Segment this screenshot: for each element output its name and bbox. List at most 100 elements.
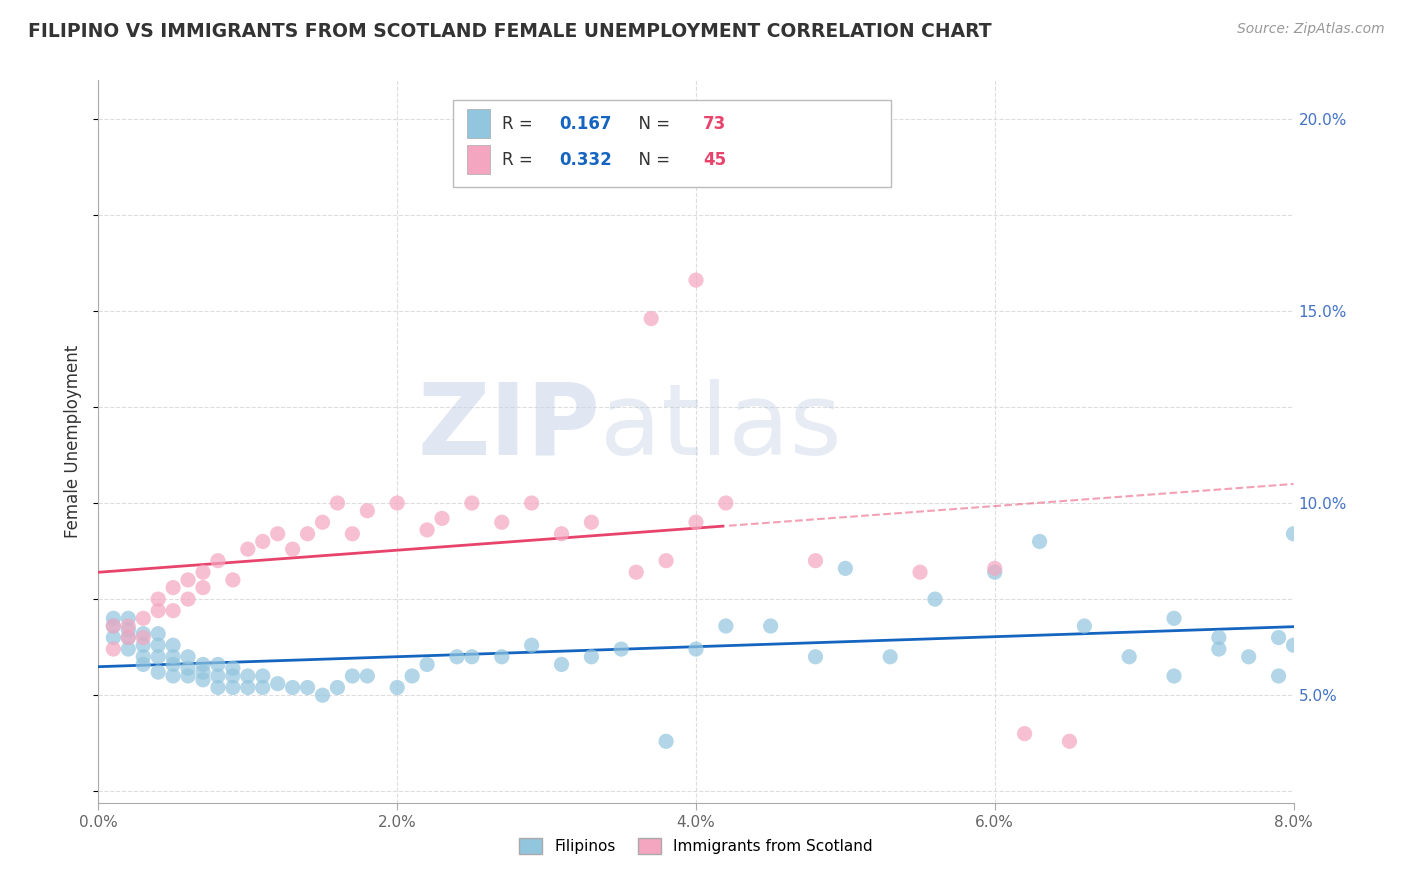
Point xyxy=(267,526,290,541)
Point xyxy=(385,681,409,695)
Point xyxy=(117,631,139,645)
Point xyxy=(207,657,229,672)
Point xyxy=(879,649,901,664)
Point xyxy=(1059,734,1081,748)
Point xyxy=(177,573,200,587)
Point xyxy=(162,581,184,595)
Point xyxy=(162,649,184,664)
Point xyxy=(222,681,245,695)
Point xyxy=(148,649,170,664)
Point xyxy=(804,554,827,568)
Point xyxy=(117,611,139,625)
Point xyxy=(430,511,453,525)
Point xyxy=(520,496,543,510)
Text: 0.167: 0.167 xyxy=(560,115,612,133)
Point xyxy=(162,657,184,672)
Text: ZIP: ZIP xyxy=(418,378,600,475)
Point xyxy=(297,526,319,541)
Point xyxy=(1118,649,1140,664)
Text: R =: R = xyxy=(502,151,538,169)
Point xyxy=(356,504,378,518)
Point xyxy=(103,619,125,633)
Text: Source: ZipAtlas.com: Source: ZipAtlas.com xyxy=(1237,22,1385,37)
Point xyxy=(222,573,245,587)
Point xyxy=(342,669,364,683)
Point xyxy=(117,619,139,633)
Point xyxy=(581,515,603,529)
Point xyxy=(685,642,707,657)
Point xyxy=(714,619,737,633)
Point xyxy=(148,626,170,640)
Point xyxy=(326,681,349,695)
Point xyxy=(162,604,184,618)
Point xyxy=(1028,534,1050,549)
Point xyxy=(401,669,423,683)
Point xyxy=(924,592,946,607)
Point xyxy=(236,681,259,695)
Point xyxy=(236,542,259,557)
Point xyxy=(267,676,290,690)
Point xyxy=(148,638,170,652)
Point xyxy=(103,642,125,657)
Text: 0.332: 0.332 xyxy=(560,151,613,169)
Point xyxy=(685,273,707,287)
Point xyxy=(640,311,662,326)
Point xyxy=(326,496,349,510)
Point xyxy=(132,649,155,664)
Point xyxy=(416,523,439,537)
Y-axis label: Female Unemployment: Female Unemployment xyxy=(65,345,83,538)
Point xyxy=(834,561,856,575)
Point xyxy=(191,581,214,595)
Point xyxy=(984,565,1007,579)
Point xyxy=(1208,642,1230,657)
Point xyxy=(132,638,155,652)
Point xyxy=(162,638,184,652)
Point xyxy=(222,669,245,683)
Point xyxy=(685,515,707,529)
Point xyxy=(1163,669,1185,683)
Legend: Filipinos, Immigrants from Scotland: Filipinos, Immigrants from Scotland xyxy=(513,832,879,860)
Point xyxy=(222,661,245,675)
Point xyxy=(148,665,170,680)
Point xyxy=(491,515,513,529)
Point xyxy=(1282,526,1305,541)
Text: atlas: atlas xyxy=(600,378,842,475)
Text: N =: N = xyxy=(628,115,675,133)
Point xyxy=(177,661,200,675)
Point xyxy=(1208,631,1230,645)
Text: N =: N = xyxy=(628,151,675,169)
Point xyxy=(117,642,139,657)
Point xyxy=(191,673,214,687)
Point xyxy=(1267,631,1289,645)
Point xyxy=(148,604,170,618)
Point xyxy=(759,619,782,633)
Point xyxy=(297,681,319,695)
Bar xyxy=(467,145,491,174)
Point xyxy=(132,631,155,645)
Point xyxy=(177,649,200,664)
Point xyxy=(252,681,274,695)
Text: R =: R = xyxy=(502,115,538,133)
Point xyxy=(342,526,364,541)
Point xyxy=(984,561,1007,575)
Point xyxy=(207,554,229,568)
Point xyxy=(236,669,259,683)
Point xyxy=(461,649,484,664)
Point xyxy=(356,669,378,683)
Point xyxy=(103,619,125,633)
Point xyxy=(177,592,200,607)
Point xyxy=(1237,649,1260,664)
Point xyxy=(1073,619,1095,633)
Point xyxy=(610,642,633,657)
Text: FILIPINO VS IMMIGRANTS FROM SCOTLAND FEMALE UNEMPLOYMENT CORRELATION CHART: FILIPINO VS IMMIGRANTS FROM SCOTLAND FEM… xyxy=(28,22,991,41)
Point xyxy=(655,734,678,748)
Point xyxy=(103,611,125,625)
Point xyxy=(207,681,229,695)
Point xyxy=(132,626,155,640)
Point xyxy=(446,649,468,664)
Point xyxy=(132,657,155,672)
Point xyxy=(461,496,484,510)
Text: 45: 45 xyxy=(703,151,727,169)
Point xyxy=(191,657,214,672)
Point xyxy=(1163,611,1185,625)
